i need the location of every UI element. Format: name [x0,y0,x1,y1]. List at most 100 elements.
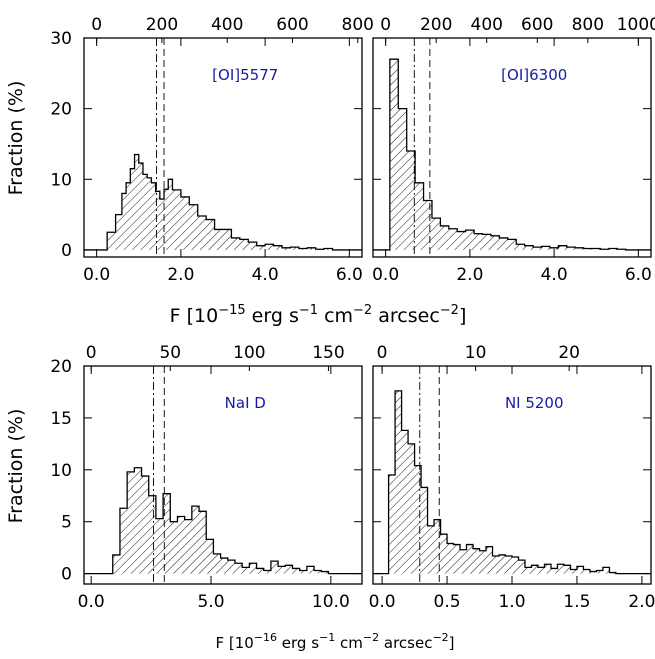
bottom-tick-label-nai-d-1: 5.0 [197,592,224,612]
bar-oi6300-17 [533,247,542,250]
bar-ni5200-10 [453,544,461,574]
bar-ni5200-7 [434,519,441,574]
bar-ni5200-6 [427,525,435,574]
bottom-tick-label-ni5200-2: 1.0 [498,592,525,612]
bar-ni5200-20 [518,560,525,574]
bar-oi5577-26 [273,245,282,250]
frame-oi5577 [83,37,363,258]
bar-oi5577-28 [290,247,299,250]
bar-nai-d-24 [285,565,293,574]
bar-oi5577-30 [307,247,316,250]
bar-ni5200-31 [589,571,597,574]
bar-ni5200-23 [537,567,545,574]
bar-oi6300-2 [406,151,416,250]
bottom-tick-label-ni5200-0: 0.0 [369,592,396,612]
top-tick-label-oi5577-0: 0 [91,15,102,35]
bar-ni5200-32 [596,570,603,574]
bar-oi5577-27 [281,247,291,250]
bar-oi5577-29 [298,248,308,250]
bar-ni5200-8 [440,534,448,574]
bar-nai-d-23 [278,566,286,574]
bar-ni5200-5 [421,487,428,574]
panel-oi5577: 0.0 2.0 4.0 6.0 0 200 400 600 800 0 10 20 30 [OI]5577 [50,15,374,285]
bar-nai-d-6 [155,518,164,574]
bar-nai-d-16 [227,560,235,574]
bar-ni5200-26 [557,564,564,574]
left-tick-label-nai-d-1: 5 [61,513,72,533]
top-tick-label-oi6300-0: 0 [380,15,391,35]
bar-oi6300-11 [482,234,491,250]
bar-ni5200-13 [473,548,480,574]
xlabel-top: F [10−15 erg s−1 cm−2 arcsec−2] [170,303,467,327]
panel-label-oi5577: [OI]5577 [212,66,278,84]
bottom-tick-label-oi5577-1: 2.0 [167,265,194,285]
bar-nai-d-17 [234,563,243,574]
bar-oi6300-13 [499,237,508,250]
left-tick-label-oi5577-3: 30 [50,29,72,49]
bottom-tick-label-nai-d-2: 10.0 [312,592,350,612]
bar-nai-d-11 [191,506,200,574]
bar-oi6300-4 [423,200,432,250]
bar-ni5200-25 [550,568,558,574]
bar-nai-d-7 [163,493,171,574]
bar-oi5577-21 [231,237,240,250]
bar-oi5577-23 [248,242,257,250]
bar-oi5577-5 [134,154,139,250]
top-tick-label-oi5577-2: 400 [211,15,243,35]
bar-oi5577-16 [189,204,198,250]
bar-nai-d-0 [112,554,120,574]
bar-nai-d-4 [141,476,149,574]
bar-ni5200-15 [486,546,493,574]
panel-nai-d: 0.0 5.0 10.0 0 50 100 150 0 5 10 15 20 NaI D [50,343,363,612]
bar-oi6300-10 [474,233,483,250]
bar-nai-d-25 [292,568,300,574]
panel-label-nai-d: NaI D [225,394,266,412]
histogram-outline-oi6300 [373,58,651,251]
bar-oi6300-9 [465,230,475,250]
bar-nai-d-3 [134,467,142,574]
top-tick-label-oi5577-1: 200 [146,15,178,35]
top-tick-label-oi6300-2: 400 [471,15,503,35]
bar-oi5577-19 [214,229,223,250]
bar-oi5577-4 [130,168,135,250]
panel-label-ni5200: NI 5200 [505,394,564,412]
bar-oi6300-7 [448,228,458,250]
bar-oi6300-5 [431,218,441,250]
frame-nai-d [83,365,363,585]
bar-oi5577-7 [142,174,148,250]
bar-oi5577-2 [121,193,127,250]
bar-ni5200-1 [395,390,402,574]
bar-ni5200-30 [583,569,590,574]
bar-nai-d-29 [321,571,329,574]
panel-label-oi6300: [OI]6300 [501,66,567,84]
top-tick-label-ni5200-1: 10 [465,343,487,363]
left-tick-label-nai-d-3: 15 [50,409,72,429]
bar-nai-d-1 [119,508,128,574]
bar-nai-d-2 [127,471,135,574]
bar-oi6300-26 [608,248,618,250]
bottom-tick-label-oi6300-3: 6.0 [625,265,652,285]
bar-oi5577-13 [168,179,173,250]
bar-nai-d-14 [213,553,221,574]
bar-oi6300-24 [592,248,601,250]
bar-ni5200-33 [602,567,610,574]
bar-nai-d-19 [249,563,257,574]
top-tick-label-ni5200-2: 20 [558,343,580,363]
bar-oi5577-24 [256,245,266,250]
bar-nai-d-12 [199,511,207,574]
bar-ni5200-14 [479,550,487,574]
bar-oi5577-6 [138,163,143,250]
bar-nai-d-20 [256,568,264,574]
panels-group: 0.0 2.0 4.0 6.00 200 400 600 8000102030[OI]5577… [50,15,655,612]
bottom-tick-label-ni5200-4: 2.0 [628,592,655,612]
bar-oi5577-11 [159,199,165,250]
top-tick-label-oi6300-1: 200 [420,15,452,35]
top-tick-label-ni5200-0: 0 [377,343,388,363]
top-tick-label-nai-d-1: 50 [159,343,181,363]
bar-oi6300-18 [541,246,550,250]
ylabel-top: Fraction (%) [5,81,27,196]
left-tick-label-oi5577-0: 0 [61,241,72,261]
bar-oi5577-18 [206,219,215,250]
bar-ni5200-21 [524,567,532,574]
